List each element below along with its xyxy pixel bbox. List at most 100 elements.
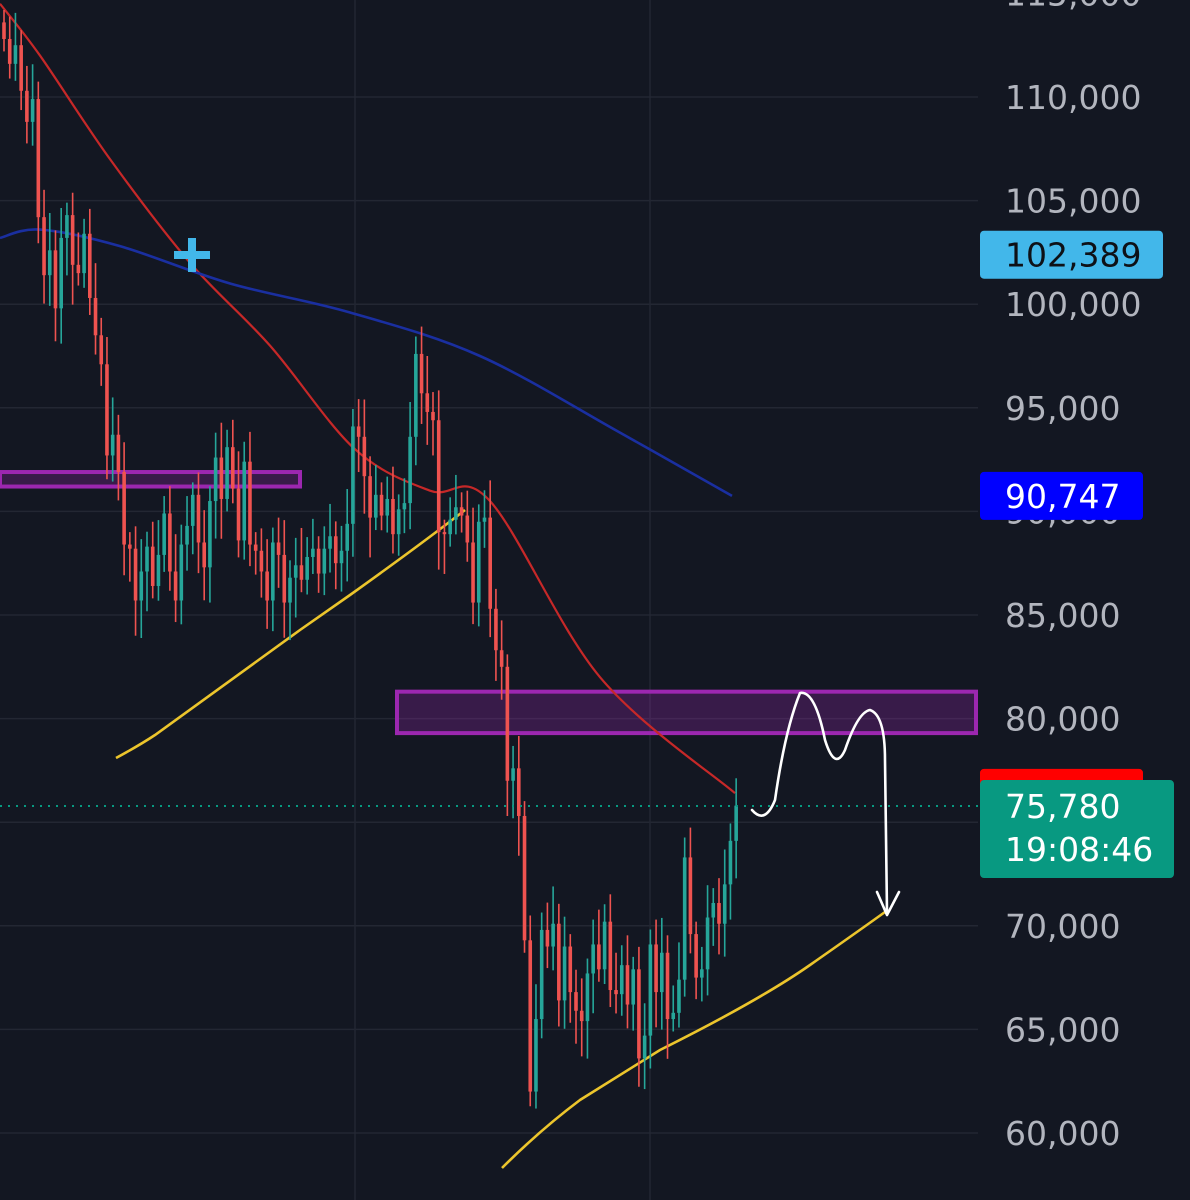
candle-body	[522, 815, 527, 941]
candle-body	[425, 393, 430, 412]
candle-body	[654, 944, 658, 993]
candle-body	[362, 436, 367, 477]
candle-body	[465, 515, 470, 543]
candle-body	[322, 548, 327, 574]
candle-body	[293, 565, 298, 578]
candle-body	[156, 554, 161, 586]
candle-body	[711, 903, 716, 918]
candle-body	[436, 420, 441, 533]
candle-body	[248, 461, 252, 545]
candle-body	[574, 992, 578, 1011]
candle-body	[368, 476, 372, 518]
candle-body	[648, 944, 653, 1036]
y-tick-label: 65,000	[1005, 1010, 1120, 1049]
candle-body	[528, 940, 533, 1092]
candle-body	[396, 509, 401, 535]
candle-body	[168, 513, 172, 572]
candle-body	[482, 517, 487, 522]
candle-body	[305, 556, 309, 580]
y-tick-label: 115,000	[1005, 0, 1141, 13]
grid-lines	[0, 0, 978, 1200]
candle-body	[694, 934, 698, 978]
moving-average-blue	[0, 228, 733, 498]
candle-body	[231, 447, 235, 489]
candle-body	[265, 571, 269, 601]
crosshair-marker	[174, 238, 210, 272]
candle-body	[271, 542, 275, 601]
candle-body	[208, 501, 212, 568]
candle-body	[734, 805, 738, 841]
candle-body	[99, 335, 104, 365]
y-tick-label: 110,000	[1005, 78, 1141, 117]
candle-body	[591, 944, 595, 974]
candle-body	[116, 434, 121, 473]
moving-average-red	[0, 3, 736, 795]
y-tick-label: 95,000	[1005, 389, 1120, 428]
candle-body	[299, 565, 304, 580]
candle-body	[202, 542, 206, 568]
candle-body	[568, 946, 573, 993]
candle-body	[105, 364, 109, 456]
candle-body	[517, 768, 521, 816]
candle-body	[173, 571, 178, 601]
candle-body	[253, 544, 258, 551]
candle-body	[282, 554, 287, 603]
candle-body	[557, 923, 561, 1001]
resistance-zone	[0, 470, 302, 489]
candle-body	[545, 929, 550, 947]
candle-body	[2, 22, 6, 39]
candle-body	[562, 946, 567, 1001]
candle-body	[534, 1019, 538, 1092]
candle-body	[316, 548, 321, 574]
ascending-trendline-lower	[501, 910, 886, 1169]
candle-body	[637, 969, 641, 1059]
candle-body	[539, 929, 544, 1020]
price-badge	[980, 230, 1163, 279]
candle-body	[677, 979, 681, 1013]
candle-body	[705, 917, 710, 970]
candle-body	[619, 965, 624, 995]
candle-body	[448, 519, 452, 535]
price-badge	[980, 471, 1143, 520]
resistance-zone	[395, 689, 978, 736]
candle-body	[431, 411, 435, 421]
candle-body	[225, 447, 229, 499]
candle-body	[351, 426, 355, 524]
candle-body	[597, 944, 601, 970]
candle-body	[213, 457, 218, 502]
y-tick-label: 105,000	[1005, 182, 1141, 221]
last-price-badge	[980, 780, 1174, 879]
candle-body	[717, 903, 721, 924]
candle-body	[625, 965, 630, 1005]
candle-body	[19, 45, 23, 91]
candle-body	[414, 353, 418, 437]
candle-body	[185, 525, 189, 545]
candle-body	[145, 546, 149, 572]
candle-body	[442, 532, 447, 535]
candle-body	[328, 536, 332, 549]
candle-body	[70, 215, 75, 265]
moving-averages	[0, 3, 736, 795]
candle-body	[722, 884, 727, 924]
candle-body	[139, 571, 144, 601]
candle-body	[339, 550, 344, 564]
candle-body	[13, 45, 18, 64]
candle-body	[82, 233, 86, 274]
candle-body	[7, 38, 12, 64]
candle-body	[379, 494, 384, 516]
price-badge-label: 102,389	[1005, 236, 1141, 275]
candle-body	[585, 973, 590, 1022]
candle-body	[505, 666, 510, 781]
candle-body	[36, 99, 41, 218]
price-badge-label: 90,747	[1005, 477, 1120, 516]
candle-body	[53, 250, 58, 309]
candle-body	[259, 550, 264, 572]
candle-body	[110, 434, 115, 456]
candle-body	[665, 952, 670, 1020]
candle-body	[579, 1010, 584, 1022]
candlesticks	[2, 9, 738, 1109]
y-tick-label: 100,000	[1005, 285, 1141, 324]
candle-body	[133, 548, 138, 601]
